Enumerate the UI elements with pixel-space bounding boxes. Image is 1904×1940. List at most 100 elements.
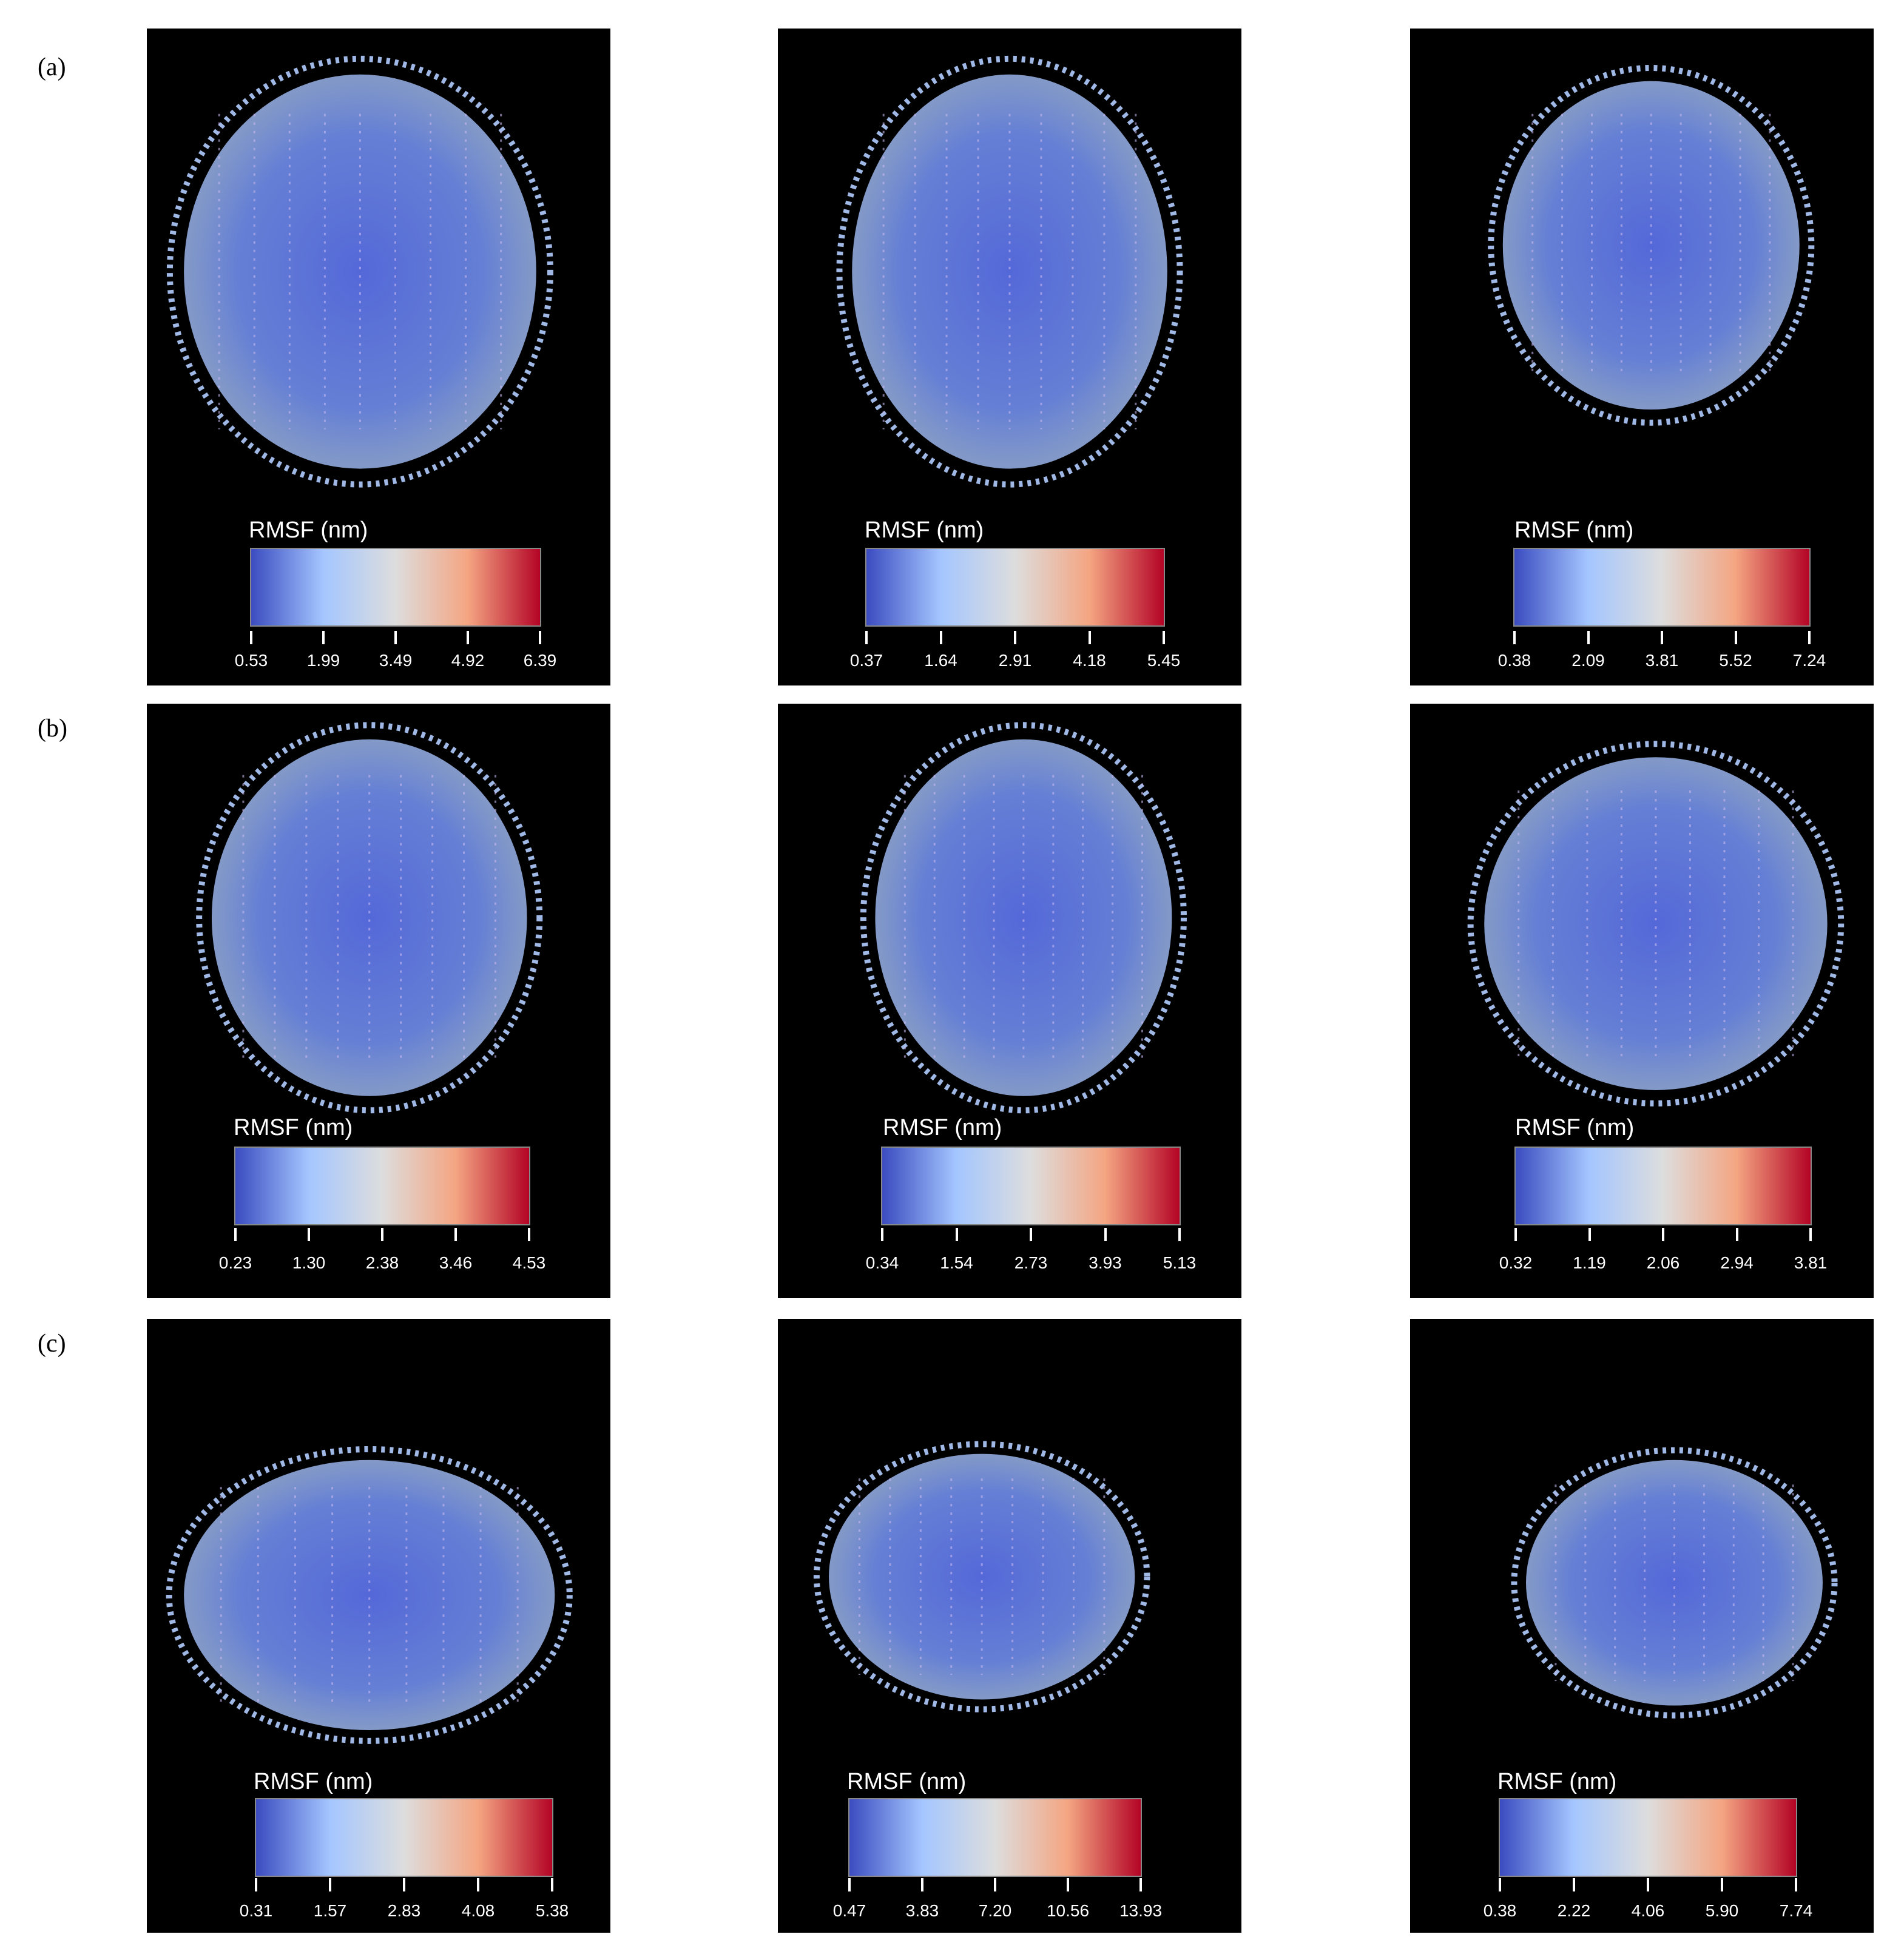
colorbar xyxy=(250,548,541,627)
molecular-structure-image xyxy=(813,1441,1150,1713)
structure-fringe xyxy=(836,55,1183,488)
colorbar-tick-label: 2.06 xyxy=(1646,1253,1680,1272)
structure-fringe xyxy=(860,722,1187,1114)
colorbar-tick-label: 3.81 xyxy=(1794,1253,1828,1272)
colorbar-title: RMSF (nm) xyxy=(1515,1115,1635,1140)
colorbar-title: RMSF (nm) xyxy=(847,1769,967,1794)
colorbar-tick xyxy=(308,1228,310,1241)
colorbar-tick-label: 2.22 xyxy=(1557,1901,1591,1920)
colorbar-tick-label: 5.13 xyxy=(1163,1253,1197,1272)
colorbar-tick xyxy=(1139,1878,1142,1891)
colorbar-tick xyxy=(1735,1228,1738,1241)
colorbar xyxy=(1513,548,1811,627)
colorbar-tick-label: 5.45 xyxy=(1147,651,1181,670)
molecular-structure-image xyxy=(166,1446,573,1744)
colorbar xyxy=(255,1798,553,1877)
colorbar-title: RMSF (nm) xyxy=(883,1115,1002,1140)
colorbar-tick-label: 3.49 xyxy=(379,651,413,670)
colorbar-tick-label: 2.94 xyxy=(1720,1253,1754,1272)
row-label-c: (c) xyxy=(38,1330,66,1358)
colorbar-tick-label: 6.39 xyxy=(523,651,557,670)
colorbar-tick xyxy=(1014,631,1016,644)
row-label-b: (b) xyxy=(38,715,67,743)
colorbar-tick-label: 2.73 xyxy=(1014,1253,1048,1272)
colorbar-tick-label: 10.56 xyxy=(1046,1901,1090,1920)
molecular-structure-image xyxy=(836,55,1183,488)
colorbar-title: RMSF (nm) xyxy=(1497,1769,1617,1794)
colorbar-tick xyxy=(234,1228,237,1241)
colorbar-tick xyxy=(322,631,325,644)
structure-core xyxy=(211,739,527,1096)
colorbar-tick-label: 4.53 xyxy=(512,1253,546,1272)
molecular-structure-image xyxy=(860,722,1187,1114)
colorbar-tick-label: 4.06 xyxy=(1631,1901,1665,1920)
row-label-a: (a) xyxy=(38,53,66,81)
colorbar-tick-label: 3.46 xyxy=(439,1253,473,1272)
colorbar-tick xyxy=(1067,1878,1069,1891)
colorbar-tick xyxy=(1513,631,1516,644)
colorbar-tick xyxy=(1808,631,1811,644)
colorbar-tick-label: 4.18 xyxy=(1073,651,1106,670)
colorbar-tick-label: 4.92 xyxy=(451,651,485,670)
colorbar-tick xyxy=(255,1878,257,1891)
molecular-structure-image xyxy=(1488,64,1815,426)
colorbar-tick xyxy=(1163,631,1165,644)
colorbar-tick xyxy=(1030,1228,1032,1241)
structure-fringe xyxy=(813,1441,1150,1713)
colorbar-tick xyxy=(1573,1878,1575,1891)
structure-panel: RMSF (nm) 0.47 3.83 7.20 10.56 13.93 xyxy=(778,1319,1241,1933)
colorbar-tick xyxy=(921,1878,923,1891)
structure-fringe xyxy=(1467,741,1845,1106)
structure-core xyxy=(184,1460,555,1731)
colorbar-title: RMSF (nm) xyxy=(254,1769,373,1794)
colorbar-title: RMSF (nm) xyxy=(234,1115,353,1140)
colorbar xyxy=(1514,1147,1812,1225)
colorbar-tick xyxy=(1499,1878,1501,1891)
colorbar-tick-label: 3.83 xyxy=(905,1901,939,1920)
colorbar-tick xyxy=(329,1878,331,1891)
colorbar-tick-label: 0.38 xyxy=(1483,1901,1517,1920)
structure-core xyxy=(829,1453,1135,1700)
structure-panel: RMSF (nm) 0.53 1.99 3.49 4.92 6.39 xyxy=(147,29,610,685)
colorbar-tick-label: 0.32 xyxy=(1499,1253,1533,1272)
structure-fringe xyxy=(1488,64,1815,426)
colorbar-tick-label: 5.38 xyxy=(535,1901,569,1920)
colorbar-tick-label: 2.38 xyxy=(365,1253,399,1272)
colorbar-tick-label: 3.81 xyxy=(1645,651,1679,670)
colorbar-tick-label: 7.20 xyxy=(978,1901,1012,1920)
colorbar-tick xyxy=(939,631,942,644)
structure-panel: RMSF (nm) 0.37 1.64 2.91 4.18 5.45 xyxy=(778,29,1241,685)
colorbar-tick xyxy=(250,631,252,644)
colorbar xyxy=(848,1798,1142,1877)
colorbar-tick-label: 2.83 xyxy=(387,1901,421,1920)
molecular-structure-image xyxy=(166,55,553,488)
colorbar-tick-label: 5.90 xyxy=(1705,1901,1739,1920)
colorbar-tick-label: 7.74 xyxy=(1779,1901,1813,1920)
colorbar-tick xyxy=(865,631,868,644)
structure-fringe xyxy=(166,55,553,488)
colorbar-tick-label: 3.93 xyxy=(1089,1253,1122,1272)
structure-core xyxy=(1526,1460,1823,1706)
colorbar-tick xyxy=(1588,1228,1591,1241)
colorbar-tick-label: 2.91 xyxy=(998,651,1032,670)
colorbar-tick xyxy=(539,631,541,644)
colorbar-tick-label: 5.52 xyxy=(1719,651,1752,670)
structure-panel: RMSF (nm) 0.38 2.22 4.06 5.90 7.74 xyxy=(1410,1319,1874,1933)
colorbar-tick xyxy=(528,1228,530,1241)
molecular-structure-image xyxy=(196,722,543,1114)
molecular-structure-image xyxy=(1467,741,1845,1106)
colorbar-title: RMSF (nm) xyxy=(249,517,368,543)
colorbar-tick-label: 0.23 xyxy=(218,1253,252,1272)
colorbar-tick-label: 4.08 xyxy=(461,1901,495,1920)
colorbar-tick-label: 1.54 xyxy=(940,1253,973,1272)
colorbar-tick xyxy=(477,1878,479,1891)
colorbar-tick-label: 1.19 xyxy=(1573,1253,1606,1272)
structure-core xyxy=(1502,81,1800,410)
colorbar-tick xyxy=(1721,1878,1723,1891)
colorbar-tick xyxy=(1795,1878,1797,1891)
colorbar-tick-label: 0.38 xyxy=(1497,651,1531,670)
colorbar-tick-label: 0.47 xyxy=(832,1901,866,1920)
structure-core xyxy=(852,74,1167,469)
colorbar-tick xyxy=(1104,1228,1107,1241)
structure-panel: RMSF (nm) 0.31 1.57 2.83 4.08 5.38 xyxy=(147,1319,610,1933)
